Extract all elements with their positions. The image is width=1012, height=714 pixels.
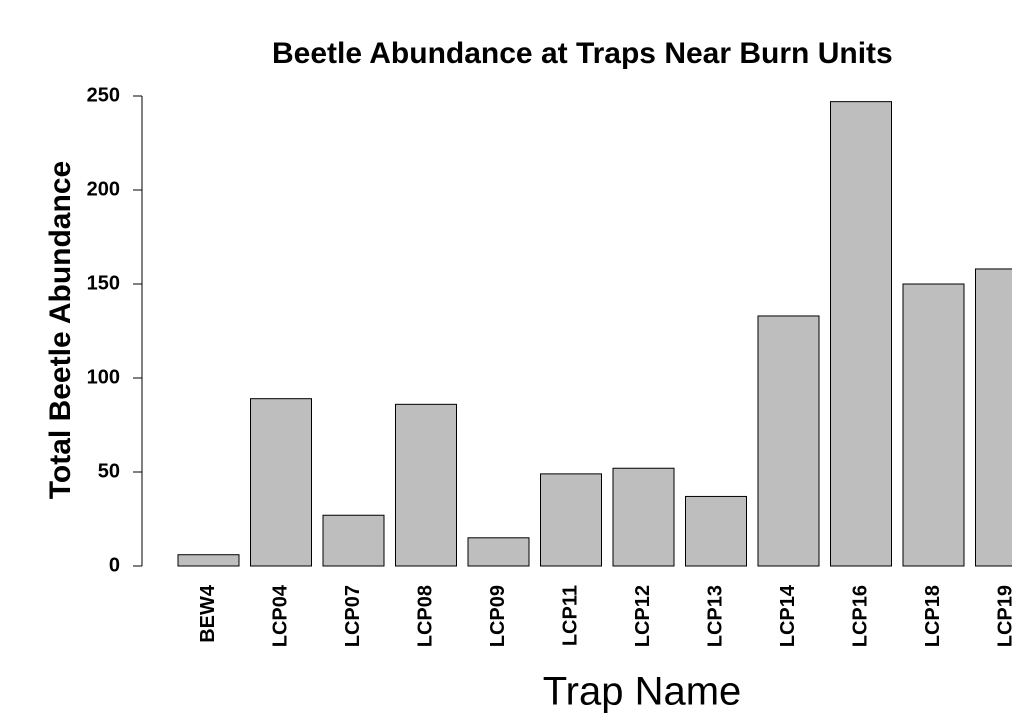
y-tick-label: 100: [87, 366, 120, 388]
y-tick-label: 0: [109, 554, 120, 576]
y-axis-label: Total Beetle Abundance: [44, 161, 77, 499]
x-tick-label: LCP08: [414, 585, 436, 647]
bar: [250, 398, 312, 567]
bar: [395, 403, 457, 567]
y-tick-label: 150: [87, 272, 120, 294]
x-tick-label: LCP14: [777, 584, 799, 647]
x-tick-label: LCP16: [849, 585, 871, 647]
x-tick-label: LCP13: [704, 585, 726, 647]
bar: [322, 514, 385, 567]
bar: [757, 315, 820, 567]
y-tick-label: 50: [98, 460, 120, 482]
x-tick-label: LCP18: [922, 585, 944, 647]
x-axis-label: Trap Name: [543, 670, 742, 714]
bar: [467, 537, 530, 567]
bar: [685, 495, 747, 567]
x-tick-label: LCP19: [994, 585, 1012, 647]
chart-title: Beetle Abundance at Traps Near Burn Unit…: [272, 37, 893, 70]
bar: [902, 283, 965, 567]
x-tick-label: LCP11: [559, 585, 581, 646]
x-tick-label: LCP09: [487, 585, 509, 647]
y-tick-label: 250: [87, 84, 120, 106]
bar: [612, 467, 675, 567]
x-tick-label: LCP07: [342, 585, 364, 647]
x-tick-label: LCP12: [632, 585, 654, 647]
bar: [975, 268, 1012, 567]
y-tick-label: 200: [87, 178, 120, 200]
bar: [177, 554, 240, 567]
x-tick-label: BEW4: [197, 584, 219, 643]
bar: [830, 101, 892, 567]
bar: [540, 473, 602, 567]
x-tick-label: LCP04: [269, 584, 291, 647]
